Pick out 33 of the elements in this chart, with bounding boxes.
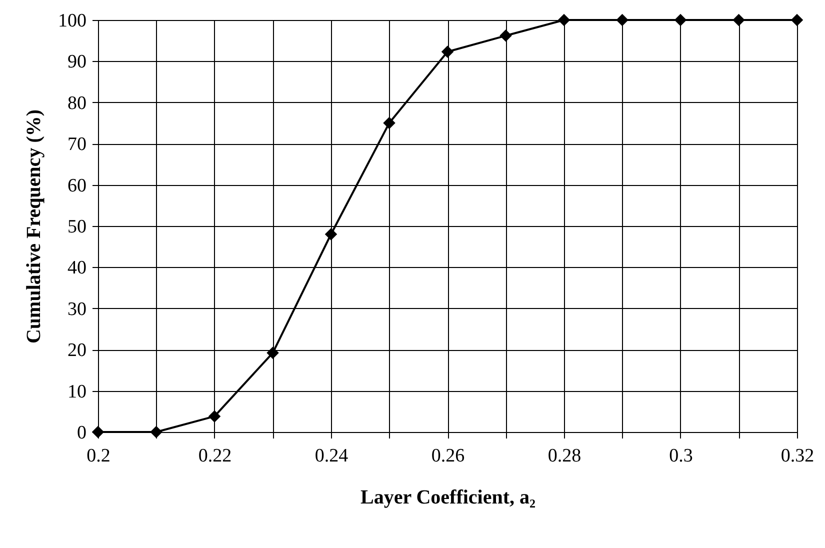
point bbox=[266, 346, 279, 360]
y-tick-label: 60 bbox=[68, 175, 86, 196]
x-tick-label: 0.32 bbox=[780, 446, 814, 466]
y-tick-label: 100 bbox=[58, 10, 86, 32]
point bbox=[558, 14, 570, 26]
y-axis-title: Cumulative Frequency (%) bbox=[23, 109, 45, 344]
y-tick-label: 0 bbox=[77, 422, 86, 444]
y-tick-label: 50 bbox=[68, 216, 86, 238]
point bbox=[674, 14, 687, 26]
y-tick-label: 30 bbox=[68, 298, 86, 320]
x-tick-label: 0.26 bbox=[431, 446, 465, 466]
point bbox=[92, 426, 104, 438]
y-tick-label: 70 bbox=[68, 134, 86, 156]
y-tick-label: 10 bbox=[68, 381, 86, 402]
x-tick-label: 0.3 bbox=[669, 446, 693, 466]
point bbox=[208, 410, 221, 422]
y-tick-label: 40 bbox=[68, 258, 86, 279]
point bbox=[324, 228, 338, 240]
y-tick-label: 80 bbox=[68, 92, 86, 114]
point bbox=[616, 14, 628, 26]
x-axis-title: Layer Coefficient, a₂ bbox=[360, 486, 536, 508]
point bbox=[732, 14, 745, 26]
point bbox=[150, 426, 162, 438]
x-tick-label: 0.28 bbox=[548, 446, 582, 466]
x-tick-label: 0.2 bbox=[86, 446, 110, 466]
point bbox=[790, 14, 804, 26]
y-tick-label: 90 bbox=[68, 52, 86, 73]
point bbox=[441, 46, 454, 58]
x-tick-label: 0.22 bbox=[198, 446, 232, 466]
x-tick-label: 0.24 bbox=[314, 446, 349, 466]
point bbox=[500, 30, 512, 42]
point bbox=[383, 116, 396, 130]
y-tick-label: 20 bbox=[68, 340, 86, 362]
